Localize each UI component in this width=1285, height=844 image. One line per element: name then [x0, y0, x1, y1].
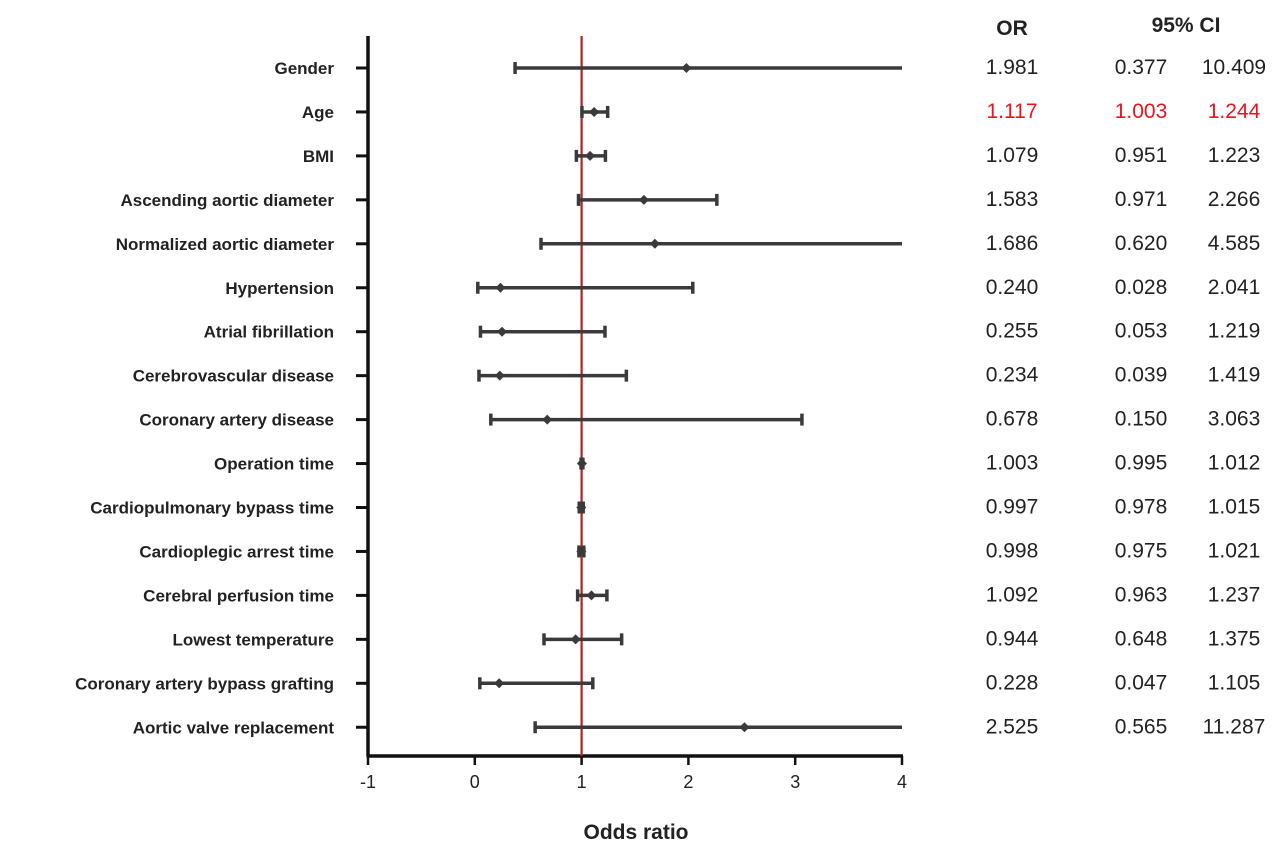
or-value: 1.003 [986, 452, 1039, 475]
or-value: 1.117 [987, 100, 1038, 123]
ci-lower-value: 0.995 [1115, 452, 1168, 475]
x-tick-label: 4 [897, 772, 907, 792]
ci-upper-value: 2.041 [1208, 276, 1261, 299]
or-value: 0.944 [986, 627, 1039, 650]
ci-column-header: 95% CI [1152, 14, 1221, 37]
or-value: 1.079 [986, 144, 1039, 167]
or-value: 0.234 [986, 364, 1039, 387]
or-point-marker [681, 63, 692, 73]
row-label: Normalized aortic diameter [116, 235, 335, 254]
x-tick-label: -1 [360, 772, 376, 792]
ci-lower-value: 0.648 [1115, 627, 1168, 650]
row-label: BMI [303, 147, 334, 166]
ci-upper-value: 1.012 [1208, 452, 1261, 475]
ci-lower-value: 0.150 [1115, 408, 1168, 431]
x-tick-label: 0 [470, 772, 480, 792]
or-point-marker [494, 370, 505, 381]
ci-upper-value: 1.105 [1208, 671, 1261, 694]
row-label: Coronary artery disease [139, 411, 334, 430]
or-value: 0.998 [986, 539, 1039, 562]
ci-upper-value: 1.419 [1208, 364, 1261, 387]
ci-lower-value: 0.053 [1115, 320, 1168, 343]
ci-upper-value: 10.409 [1202, 56, 1266, 79]
or-point-marker [739, 722, 750, 733]
row-label: Hypertension [225, 279, 334, 298]
row-label: Cardioplegic arrest time [139, 542, 334, 561]
row-label: Atrial fibrillation [204, 323, 334, 342]
ci-lower-value: 0.951 [1115, 144, 1168, 167]
x-axis-title: Odds ratio [583, 821, 688, 844]
or-point-marker [576, 502, 587, 513]
ci-upper-value: 11.287 [1203, 715, 1266, 738]
ci-lower-value: 0.978 [1115, 496, 1168, 519]
or-value: 0.228 [986, 671, 1039, 694]
ci-lower-value: 0.028 [1115, 276, 1168, 299]
or-point-marker [570, 634, 581, 645]
row-label: Cerebrovascular disease [133, 367, 334, 386]
or-value: 1.092 [986, 583, 1039, 606]
ci-upper-value: 1.015 [1208, 496, 1261, 519]
ci-lower-value: 0.047 [1115, 671, 1168, 694]
row-label: Gender [274, 59, 334, 78]
or-value: 0.678 [986, 408, 1039, 431]
row-label: Coronary artery bypass grafting [75, 674, 334, 693]
or-value: 1.686 [986, 232, 1039, 255]
or-value: 0.240 [986, 276, 1039, 299]
or-column-header: OR [996, 17, 1028, 40]
ci-lower-value: 0.963 [1115, 583, 1168, 606]
row-label: Cerebral perfusion time [143, 586, 334, 605]
ci-lower-value: 0.971 [1115, 188, 1168, 211]
ci-upper-value: 1.237 [1208, 583, 1261, 606]
row-label: Age [302, 103, 334, 122]
or-point-marker [497, 326, 508, 337]
or-point-marker [589, 106, 600, 117]
ci-upper-value: 1.223 [1208, 144, 1261, 167]
or-value: 0.997 [986, 496, 1039, 519]
ci-lower-value: 0.620 [1115, 232, 1168, 255]
x-tick-label: 2 [683, 772, 693, 792]
x-tick-label: 3 [790, 772, 800, 792]
or-value: 1.583 [986, 188, 1039, 211]
row-label: Ascending aortic diameter [120, 191, 334, 210]
ci-upper-value: 4.585 [1208, 232, 1261, 255]
or-point-marker [495, 282, 506, 293]
or-point-marker [576, 458, 587, 469]
or-point-marker [585, 150, 596, 161]
or-point-marker [494, 678, 505, 689]
row-label: Aortic valve replacement [133, 718, 335, 737]
or-point-marker [576, 546, 587, 557]
ci-upper-value: 1.219 [1208, 320, 1261, 343]
or-value: 1.981 [986, 56, 1039, 79]
or-point-marker [586, 590, 597, 601]
row-label: Cardiopulmonary bypass time [90, 499, 334, 518]
ci-lower-value: 0.565 [1115, 715, 1168, 738]
or-point-marker [649, 238, 660, 249]
ci-upper-value: 3.063 [1208, 408, 1261, 431]
or-value: 0.255 [986, 320, 1039, 343]
row-label: Lowest temperature [172, 630, 334, 649]
or-point-marker [542, 414, 553, 425]
or-point-marker [638, 194, 649, 205]
ci-lower-value: 0.039 [1115, 364, 1168, 387]
ci-lower-value: 0.975 [1115, 539, 1168, 562]
or-value: 2.525 [986, 715, 1039, 738]
ci-lower-value: 1.003 [1115, 100, 1168, 123]
ci-upper-value: 1.244 [1208, 100, 1261, 123]
ci-upper-value: 2.266 [1208, 188, 1261, 211]
ci-upper-value: 1.021 [1208, 539, 1261, 562]
ci-lower-value: 0.377 [1115, 56, 1168, 79]
x-tick-label: 1 [577, 772, 587, 792]
ci-upper-value: 1.375 [1208, 627, 1261, 650]
row-label: Operation time [214, 455, 334, 474]
